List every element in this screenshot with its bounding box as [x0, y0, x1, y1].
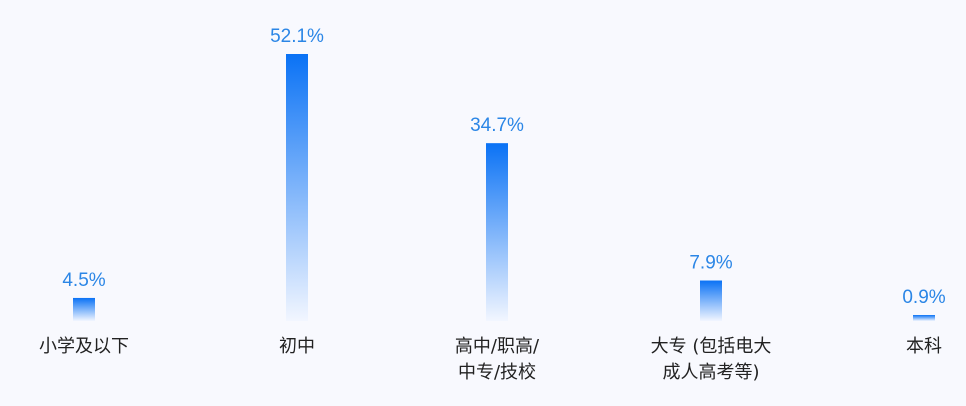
category-tick-label: 小学及以下 — [39, 336, 129, 357]
bars-group — [73, 54, 935, 321]
data-label: 0.9% — [902, 287, 945, 308]
category-tick-label: 高中/职高/ — [455, 336, 540, 357]
bar — [700, 280, 722, 321]
category-tick-label: 大专 (包括电大 — [651, 336, 772, 357]
bar — [286, 54, 308, 321]
bar — [73, 297, 95, 321]
category-tick-label: 中专/技校 — [458, 362, 536, 383]
data-label: 7.9% — [689, 253, 732, 274]
value-labels-group: 4.5% 52.1% 34.7% 7.9% 0.9% — [62, 26, 945, 308]
category-tick-label: 本科 — [906, 336, 942, 357]
category-tick-label: 初中 — [279, 336, 315, 357]
bar — [486, 143, 508, 321]
category-tick-label: 成人高考等) — [662, 362, 759, 383]
bar — [913, 315, 935, 321]
data-label: 34.7% — [470, 115, 524, 136]
data-label: 52.1% — [270, 26, 324, 47]
data-label: 4.5% — [62, 270, 105, 291]
